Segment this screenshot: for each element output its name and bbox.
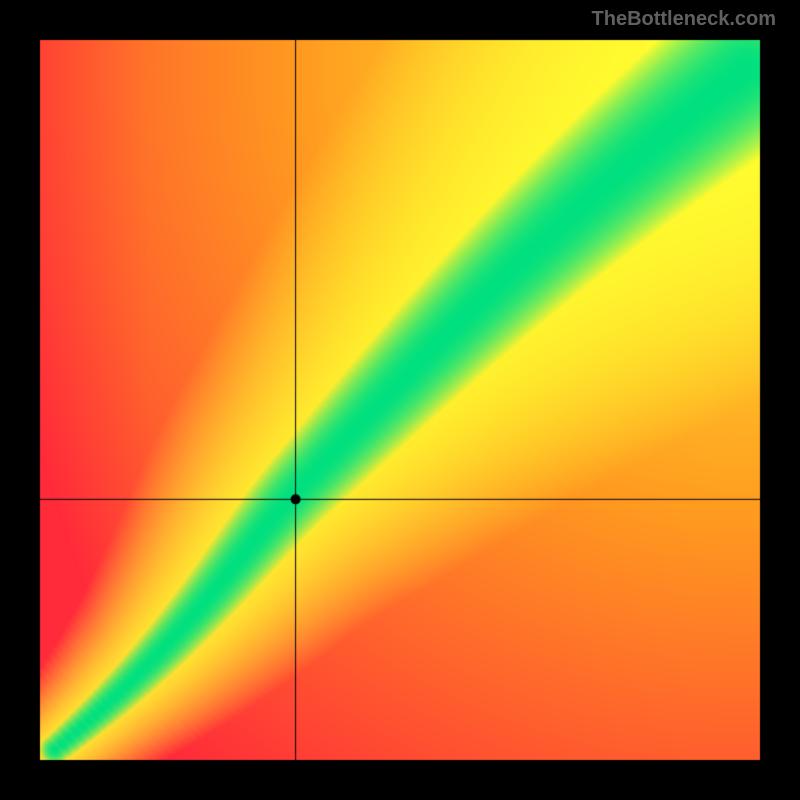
- bottleneck-heatmap: [0, 0, 800, 800]
- watermark-text: TheBottleneck.com: [592, 8, 776, 31]
- chart-container: TheBottleneck.com: [0, 0, 800, 800]
